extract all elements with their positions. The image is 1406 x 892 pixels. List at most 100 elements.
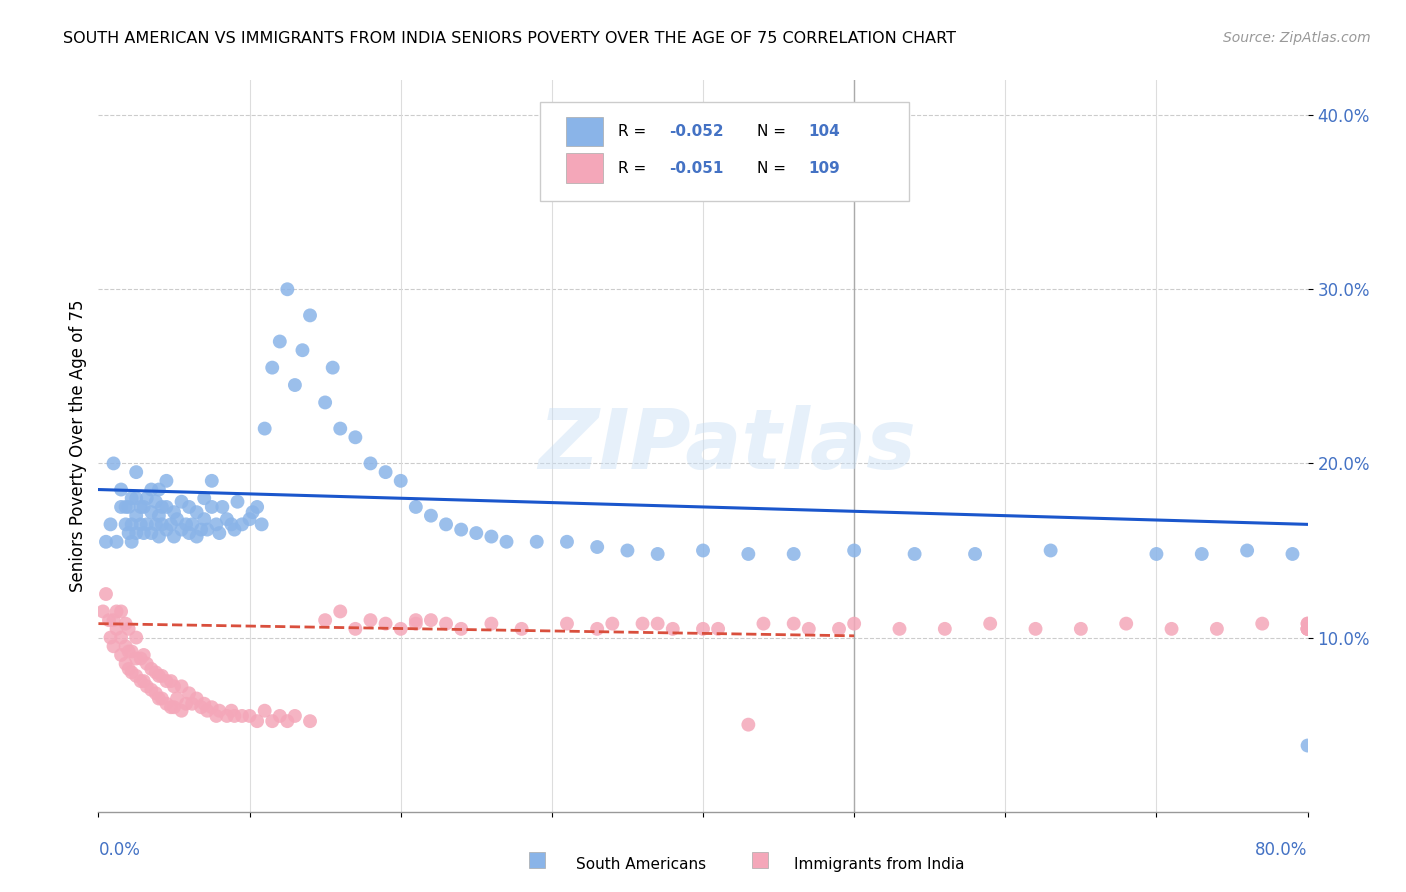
Point [1039,543,1062,558]
Text: SOUTH AMERICAN VS IMMIGRANTS FROM INDIA SENIORS POVERTY OVER THE AGE OF 75 CORRE: SOUTH AMERICAN VS IMMIGRANTS FROM INDIA … [63,31,956,46]
Point [201,500,224,514]
Point [231,517,253,532]
Point [239,709,262,723]
Point [132,526,155,541]
Point [253,421,276,435]
Point [170,523,193,537]
Point [420,508,443,523]
Point [141,505,163,519]
Point [166,691,188,706]
Point [215,512,238,526]
Point [145,665,167,680]
Point [221,517,243,532]
Point [141,526,163,541]
Point [105,534,128,549]
Text: ZIPatlas: ZIPatlas [538,406,917,486]
Point [110,500,132,514]
Text: R =: R = [619,124,651,139]
Point [405,500,427,514]
Point [844,616,866,631]
Point [110,483,132,497]
Point [374,616,396,631]
Point [828,622,851,636]
Point [434,616,457,631]
Point [205,709,228,723]
Point [98,613,121,627]
Point [160,674,183,689]
Point [1296,622,1319,636]
Point [181,697,204,711]
Point [276,282,298,296]
Point [145,686,167,700]
Point [692,622,714,636]
Point [163,679,186,693]
Point [221,704,243,718]
Point [148,530,170,544]
Point [105,622,128,636]
Point [208,526,231,541]
Point [224,523,246,537]
Point [179,526,201,541]
Point [752,616,775,631]
Point [155,697,177,711]
Point [374,465,396,479]
Point [125,669,148,683]
Point [132,500,155,514]
Point [163,505,186,519]
Point [118,526,141,541]
Point [481,616,503,631]
Point [121,665,143,680]
Point [170,679,193,693]
Point [170,494,193,508]
FancyBboxPatch shape [540,103,908,201]
Point [135,679,157,693]
Point [145,494,167,508]
Point [121,517,143,532]
Point [155,674,177,689]
Point [904,547,927,561]
Point [239,512,262,526]
Point [195,523,218,537]
Point [186,505,208,519]
Point [141,483,163,497]
Point [208,704,231,718]
Point [299,714,322,728]
Point [132,674,155,689]
Point [205,517,228,532]
Text: 80.0%: 80.0% [1256,841,1308,859]
Point [193,697,215,711]
Point [586,622,609,636]
Point [450,622,472,636]
Point [1160,622,1182,636]
Point [1206,622,1229,636]
Text: Immigrants from India: Immigrants from India [794,857,965,872]
Point [118,500,141,514]
Point [125,465,148,479]
Point [1144,547,1167,561]
Point [163,700,186,714]
Point [163,530,186,544]
Point [148,508,170,523]
Point [114,640,136,654]
Point [965,547,987,561]
Point [186,691,208,706]
Point [1296,622,1319,636]
Point [100,631,122,645]
Point [465,526,488,541]
Point [844,543,866,558]
Point [262,360,284,375]
Point [141,662,163,676]
Point [114,616,136,631]
Point [135,657,157,671]
Point [201,474,224,488]
Point [783,616,806,631]
Text: South Americans: South Americans [576,857,707,872]
Point [121,491,143,506]
Text: 104: 104 [808,124,839,139]
Point [1296,616,1319,631]
Point [110,604,132,618]
Point [181,517,204,532]
Point [1070,622,1092,636]
Point [193,512,215,526]
Point [132,648,155,662]
